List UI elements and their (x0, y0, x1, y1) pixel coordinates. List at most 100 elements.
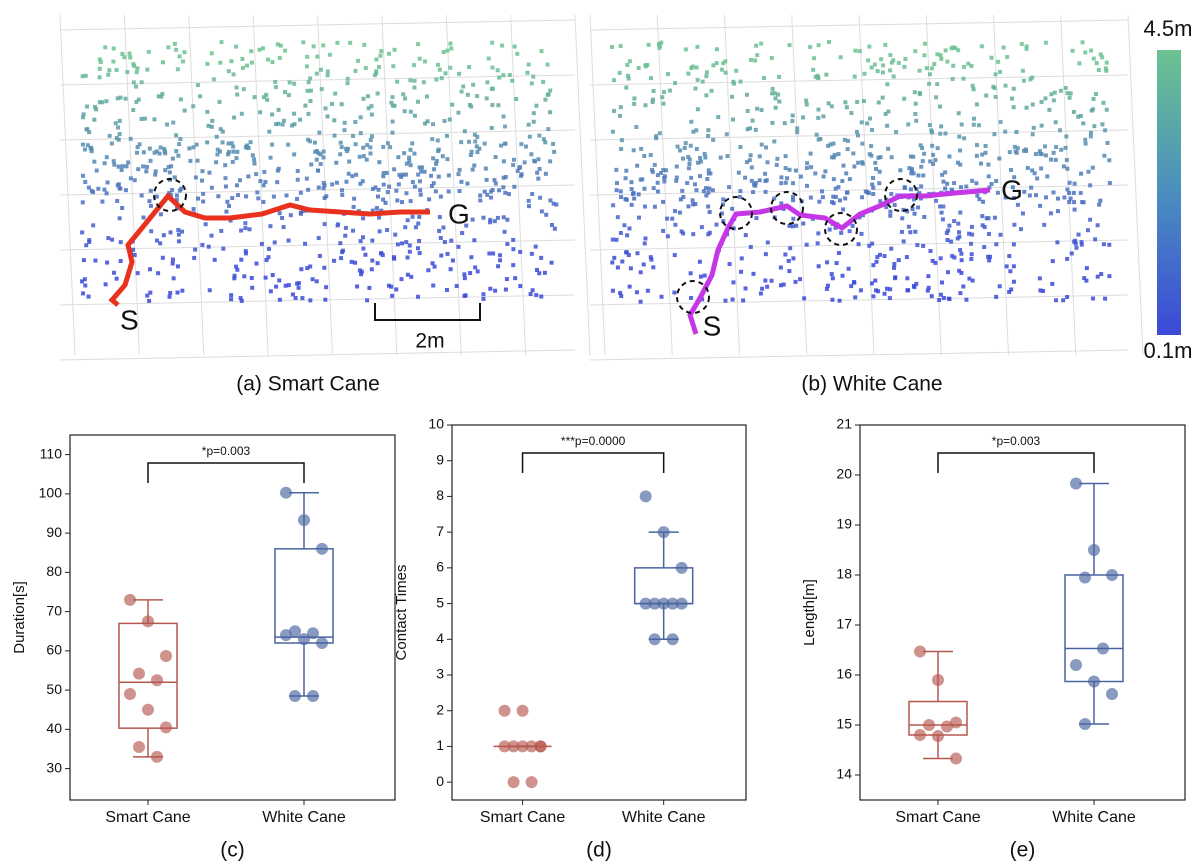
voxel (409, 110, 413, 114)
voxel (836, 185, 840, 189)
voxel (439, 236, 443, 240)
voxel (653, 205, 657, 209)
voxel (938, 204, 942, 208)
voxel (423, 59, 427, 63)
voxel (698, 156, 702, 160)
data-point (941, 721, 953, 733)
voxel (347, 160, 351, 164)
voxel (921, 244, 925, 248)
voxel (654, 136, 658, 140)
voxel (178, 137, 182, 141)
voxel (445, 288, 449, 292)
voxel (447, 173, 451, 177)
voxel (264, 93, 268, 97)
voxel (783, 121, 787, 125)
voxel (939, 57, 943, 61)
voxel (469, 105, 473, 109)
voxel (1012, 264, 1016, 268)
voxel (510, 79, 514, 83)
voxel (322, 186, 326, 190)
voxel (301, 40, 305, 44)
voxel (656, 189, 660, 193)
voxel (225, 200, 229, 204)
voxel (1107, 274, 1111, 278)
voxel (1085, 266, 1089, 270)
voxel (279, 44, 283, 48)
voxel (689, 296, 693, 300)
voxel (874, 288, 878, 292)
voxel (860, 142, 864, 146)
voxel (450, 103, 454, 107)
voxel (765, 285, 769, 289)
voxel (392, 255, 396, 259)
voxel (434, 162, 438, 166)
voxel (447, 189, 451, 193)
voxel (997, 156, 1001, 160)
voxel (277, 278, 281, 282)
voxel (873, 63, 877, 67)
voxel (290, 124, 294, 128)
voxel (115, 68, 119, 72)
voxel (152, 117, 156, 121)
data-point (649, 633, 661, 645)
voxel (527, 204, 531, 208)
voxel (857, 242, 861, 246)
voxel (892, 266, 896, 270)
voxel (408, 78, 412, 82)
voxel (252, 161, 256, 165)
voxel (841, 164, 845, 168)
voxel (434, 77, 438, 81)
voxel (620, 138, 624, 142)
voxel (738, 195, 742, 199)
voxel (1064, 146, 1068, 150)
voxel (437, 229, 441, 233)
voxel (106, 236, 110, 240)
voxel (630, 203, 634, 207)
voxel (208, 288, 212, 292)
voxel (288, 80, 292, 84)
y-axis-label: Duration[s] (11, 581, 28, 654)
voxel (262, 170, 266, 174)
voxel (280, 216, 284, 220)
voxel (619, 231, 623, 235)
voxel (437, 175, 441, 179)
voxel (171, 157, 175, 161)
floor-grid (725, 15, 740, 355)
voxel (853, 295, 857, 299)
voxel (369, 138, 373, 142)
voxel (730, 207, 734, 211)
voxel (240, 112, 244, 116)
voxel (505, 242, 509, 246)
voxel (946, 270, 950, 274)
voxel (200, 169, 204, 173)
voxel (983, 225, 987, 229)
voxel (377, 160, 381, 164)
voxel (919, 165, 923, 169)
voxel (831, 195, 835, 199)
voxel (490, 126, 494, 130)
voxel (410, 141, 414, 145)
voxel (408, 244, 412, 248)
voxel (149, 204, 153, 208)
voxel (675, 176, 679, 180)
voxel (193, 248, 197, 252)
voxel (958, 248, 962, 252)
voxel (356, 59, 360, 63)
voxel (218, 100, 222, 104)
voxel (250, 286, 254, 290)
voxel (502, 115, 506, 119)
voxel (99, 60, 103, 64)
voxel (308, 76, 312, 80)
voxel (611, 238, 615, 242)
panel-caption: (e) (1010, 839, 1036, 862)
voxel (502, 176, 506, 180)
voxel (511, 263, 515, 267)
voxel (394, 287, 398, 291)
voxel (242, 274, 246, 278)
voxel (305, 55, 309, 59)
voxel (219, 127, 223, 131)
voxel (250, 61, 254, 65)
voxel (947, 224, 951, 228)
voxel (112, 46, 116, 50)
voxel (823, 169, 827, 173)
